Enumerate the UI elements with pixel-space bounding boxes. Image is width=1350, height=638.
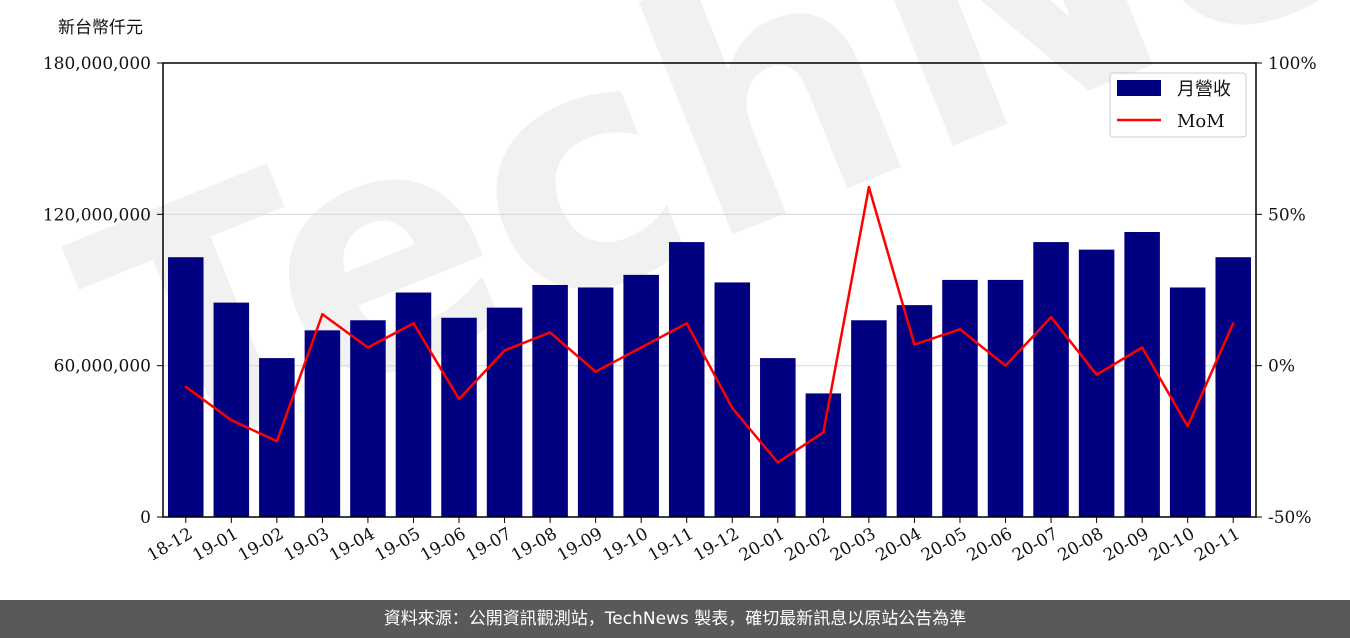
y2-tick-label: 100% (1268, 54, 1317, 74)
x-tick-label: 19-03 (280, 524, 332, 566)
mom-line (185, 185, 1235, 464)
x-tick-label: 19-08 (508, 524, 560, 566)
bar (851, 320, 887, 517)
bar (350, 320, 386, 517)
bar (1215, 257, 1251, 517)
bar (714, 282, 751, 517)
mom-point (1095, 373, 1098, 376)
x-tick-label: 19-04 (326, 524, 378, 566)
x-tick-label: 19-07 (463, 524, 515, 566)
x-tick-label: 20-06 (964, 524, 1016, 566)
y-tick-label: 60,000,000 (54, 357, 151, 377)
x-tick-label: 20-02 (781, 524, 833, 566)
x-tick-label: 20-10 (1146, 524, 1198, 566)
plot-frame (162, 62, 1257, 518)
mom-point (822, 431, 825, 434)
x-tick-label: 20-05 (918, 524, 970, 566)
mom-point (776, 461, 780, 464)
mom-point (184, 385, 187, 389)
mom-point (1004, 364, 1007, 367)
bar (1124, 231, 1160, 517)
x-tick-label: 19-02 (235, 524, 287, 566)
mom-point (1049, 316, 1053, 319)
bar (987, 279, 1024, 517)
x-tick-label: 19-05 (372, 524, 424, 566)
y-tick-label: 120,000,000 (43, 205, 151, 225)
mom-point (639, 346, 643, 349)
source-footer: 資料來源：公開資訊觀測站，TechNews 製表，確切最新訊息以原站公告為準 (0, 600, 1350, 638)
x-tick-label: 20-03 (827, 524, 879, 566)
bar (395, 292, 432, 517)
y2-tick-label: 0% (1268, 357, 1295, 377)
bar-series (168, 231, 1251, 518)
x-tick-label: 19-10 (599, 524, 651, 566)
mom-point (412, 322, 415, 325)
y-axis-unit-label: 新台幣仟元 (58, 18, 143, 38)
x-tick-label: 19-09 (554, 524, 606, 566)
bar (1033, 242, 1069, 518)
x-tick-label: 20-01 (736, 524, 788, 566)
mom-point (958, 328, 962, 331)
x-tick-label: 19-12 (690, 524, 742, 566)
mom-point (275, 440, 279, 443)
bar (259, 358, 295, 517)
legend: 月營收 MoM (1109, 72, 1247, 138)
mom-point (913, 343, 916, 346)
x-tick-label: 18-12 (144, 524, 196, 566)
mom-point (230, 418, 233, 422)
bar (532, 284, 568, 517)
x-tick-label: 20-11 (1191, 524, 1243, 566)
mom-point (1232, 322, 1235, 325)
mom-point (1186, 425, 1189, 428)
bar (304, 330, 341, 517)
bar (213, 302, 250, 517)
x-tick-label: 20-09 (1100, 524, 1152, 566)
x-tick-label: 19-11 (645, 524, 697, 566)
mom-point (867, 185, 871, 189)
legend-label-mom: MoM (1177, 111, 1225, 132)
y2-tick-label: -50% (1268, 508, 1312, 528)
line-series (184, 185, 1235, 464)
bar (805, 393, 842, 517)
bar (760, 358, 796, 517)
bar (623, 274, 659, 517)
y2-tick-label: 50% (1268, 205, 1306, 225)
legend-label-revenue: 月營收 (1177, 79, 1231, 100)
mom-point (594, 370, 597, 373)
mom-point (366, 346, 370, 349)
mom-point (503, 349, 506, 352)
bar (1078, 249, 1115, 517)
y-tick-label: 0 (140, 508, 151, 528)
bar (896, 305, 933, 517)
mom-point (731, 406, 734, 410)
bar (486, 307, 523, 517)
mom-point (685, 322, 688, 325)
mom-point (457, 397, 461, 401)
mom-point (321, 313, 324, 316)
chart: TechNews 新台幣仟元 060,000,000120,000,000180… (35, 0, 1350, 566)
legend-bar-swatch (1117, 80, 1161, 96)
x-tick-label: 19-06 (417, 524, 469, 566)
mom-point (1140, 346, 1144, 349)
bar (441, 317, 477, 517)
x-tick-label: 20-04 (872, 524, 924, 566)
x-tick-label: 20-07 (1009, 524, 1061, 566)
bar (577, 287, 614, 517)
x-tick-label: 20-08 (1055, 524, 1107, 566)
mom-point (548, 331, 552, 334)
bar (668, 242, 705, 518)
bar (942, 279, 978, 517)
y-tick-label: 180,000,000 (43, 54, 151, 74)
